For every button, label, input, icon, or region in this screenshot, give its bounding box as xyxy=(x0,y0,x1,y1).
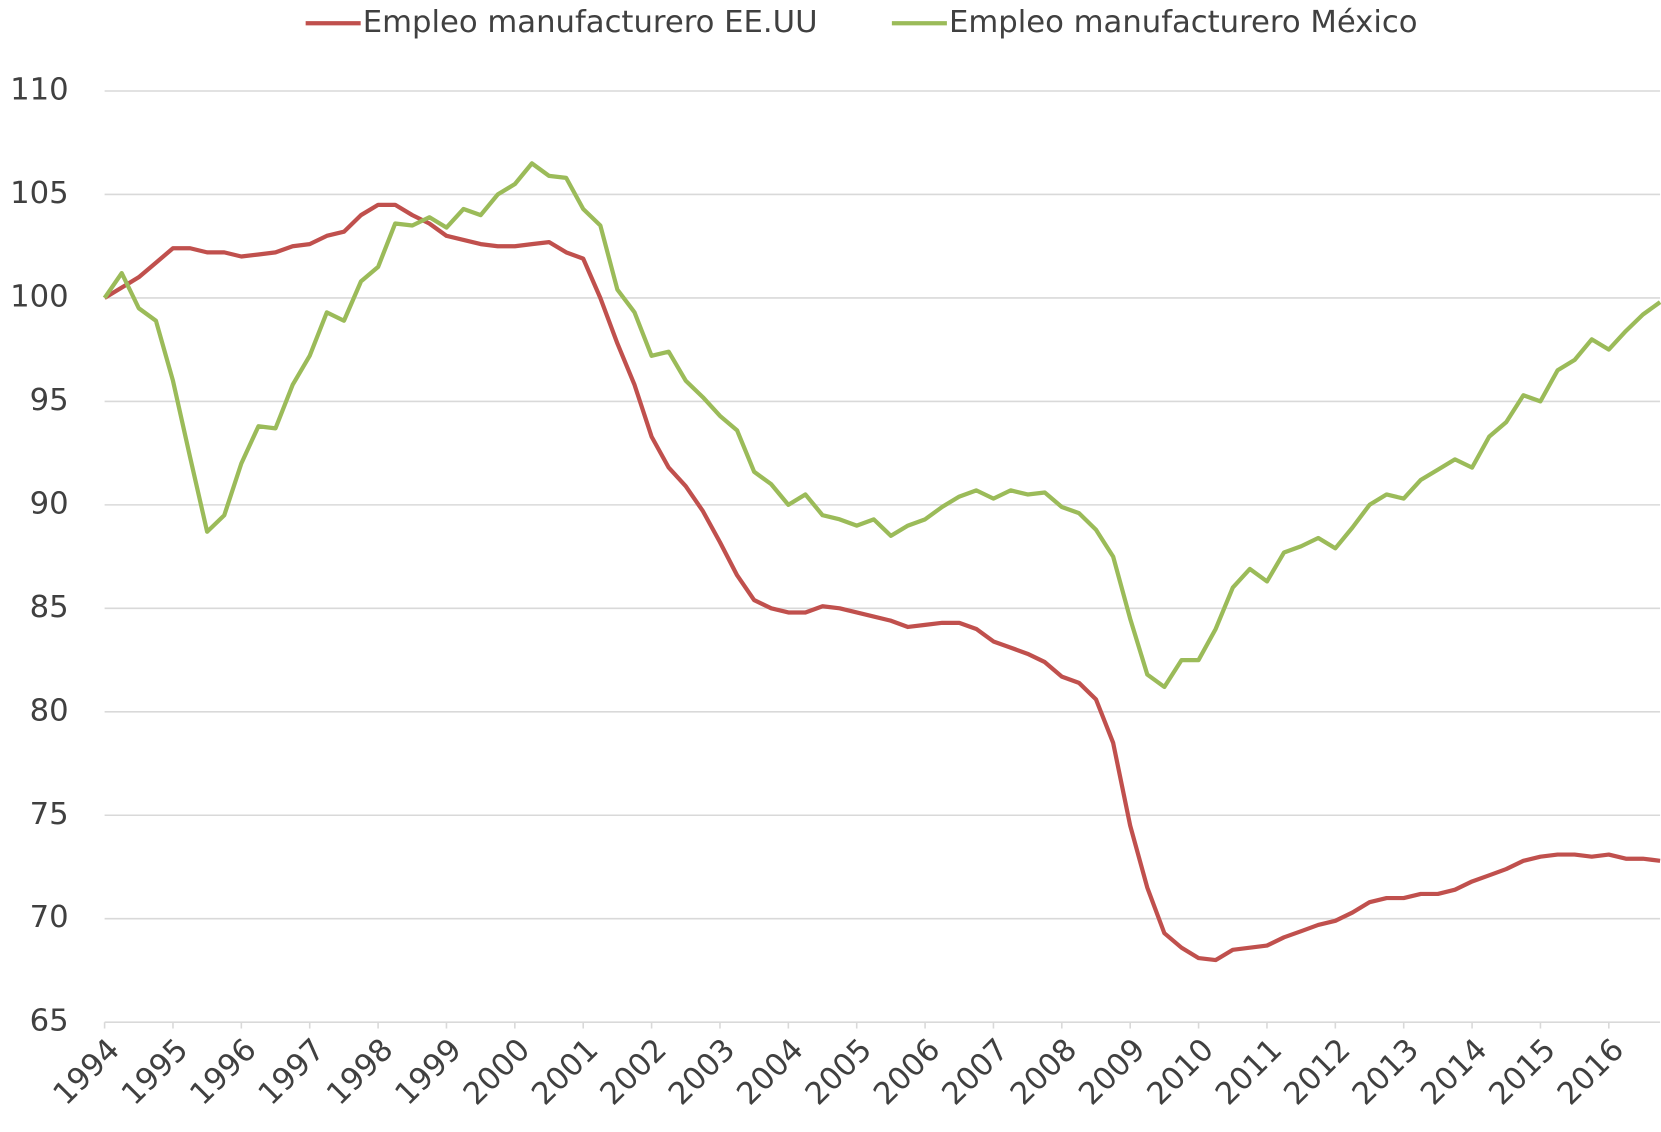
x-tick-label: 2011 xyxy=(1209,1032,1289,1112)
y-tick-label: 105 xyxy=(10,176,69,211)
legend-label: Empleo manufacturero México xyxy=(949,5,1417,40)
legend-label: Empleo manufacturero EE.UU xyxy=(363,5,818,40)
series-line xyxy=(102,161,1661,690)
y-tick-label: 75 xyxy=(30,797,69,832)
y-tick-label: 110 xyxy=(10,73,69,108)
x-tick-label: 2005 xyxy=(799,1032,879,1112)
x-tick-label: 2015 xyxy=(1483,1032,1563,1112)
x-tick-label: 2009 xyxy=(1073,1032,1153,1112)
y-tick-label: 90 xyxy=(30,486,69,521)
x-tick-label: 1995 xyxy=(115,1032,195,1112)
x-tick-label: 2014 xyxy=(1414,1032,1494,1112)
x-tick-label: 1996 xyxy=(184,1032,264,1112)
y-tick-label: 65 xyxy=(30,1004,69,1039)
x-tick-label: 2006 xyxy=(867,1032,947,1112)
x-tick-label: 2000 xyxy=(457,1032,537,1112)
y-tick-label: 100 xyxy=(10,279,69,314)
x-tick-label: 1994 xyxy=(47,1032,127,1112)
series-line xyxy=(103,202,1661,963)
y-tick-label: 95 xyxy=(30,383,69,418)
x-tick-label: 2001 xyxy=(526,1032,606,1112)
x-tick-label: 2012 xyxy=(1278,1032,1358,1112)
x-tick-label: 1998 xyxy=(320,1032,400,1112)
x-tick-label: 1999 xyxy=(389,1032,469,1112)
x-tick-label: 2004 xyxy=(731,1032,811,1112)
x-tick-label: 2002 xyxy=(594,1032,674,1112)
y-tick-label: 80 xyxy=(30,693,69,728)
x-tick-label: 2016 xyxy=(1551,1032,1631,1112)
x-tick-label: 2007 xyxy=(936,1032,1016,1112)
x-tick-label: 2003 xyxy=(662,1032,742,1112)
y-tick-label: 70 xyxy=(30,900,69,935)
x-tick-label: 2013 xyxy=(1346,1032,1426,1112)
x-tick-label: 2008 xyxy=(1004,1032,1084,1112)
x-tick-label: 1997 xyxy=(252,1032,332,1112)
x-tick-label: 2010 xyxy=(1141,1032,1221,1112)
y-tick-label: 85 xyxy=(30,590,69,625)
